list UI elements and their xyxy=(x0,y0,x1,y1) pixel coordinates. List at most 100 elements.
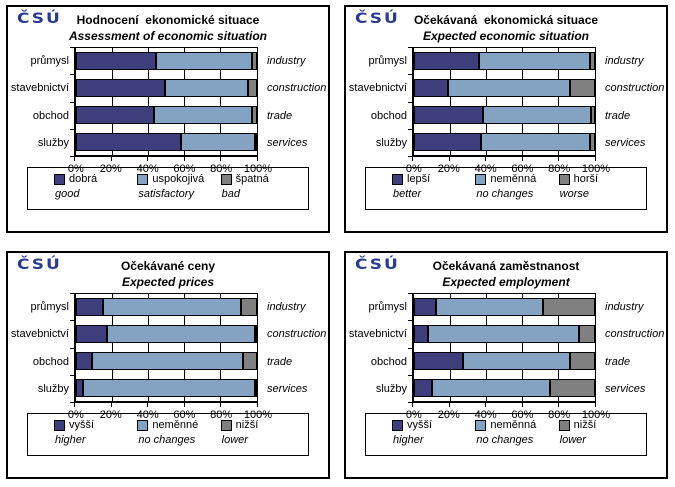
y-axis-ticks xyxy=(408,47,412,157)
bar-segment xyxy=(76,105,154,124)
category-label-english: construction xyxy=(267,328,327,341)
x-axis-label: 40% xyxy=(474,409,497,421)
x-axis-labels: 0% 20% 40% 60% 80% 100% xyxy=(406,409,610,423)
bar-segment xyxy=(414,325,429,344)
bar-segment xyxy=(569,351,595,370)
category-label: obchod xyxy=(32,355,69,368)
legend-label-english: satisfactory xyxy=(138,188,194,200)
legend-swatch xyxy=(392,419,403,431)
x-axis-label: 20% xyxy=(437,409,460,421)
bar-track xyxy=(414,351,595,370)
bar-segment xyxy=(153,105,252,124)
legend-swatch xyxy=(475,173,487,185)
chart-title-english: Expected prices xyxy=(121,275,215,289)
legend-item: horší worse xyxy=(558,173,642,209)
chart-panel-expected-situation: ČSÚ Očekávaná ekonomická situace Expecte… xyxy=(344,5,668,233)
bar-row xyxy=(76,294,257,321)
bar-segment xyxy=(589,132,595,151)
english-category-axis: industry construction trade services xyxy=(596,293,666,403)
category-axis: průmysl stavebnictví obchod služby xyxy=(8,47,74,157)
legend-label-czech: vyšší xyxy=(69,419,95,431)
chart-title-czech: Očekávaná zaměstnanost xyxy=(432,259,580,273)
x-axis-label: 20% xyxy=(99,163,122,175)
x-axis-label: 0% xyxy=(405,163,422,175)
bar-segment xyxy=(448,79,570,98)
legend-label-czech: uspokojivá xyxy=(152,173,205,185)
bar-segment xyxy=(428,325,579,344)
x-axis-label: 40% xyxy=(136,409,159,421)
bar-segment xyxy=(242,351,257,370)
legend-label-english: better xyxy=(393,188,422,200)
legend-swatch xyxy=(54,173,65,185)
legend-label-czech: nižší xyxy=(235,419,259,431)
bar-row xyxy=(414,48,595,75)
y-axis-ticks xyxy=(70,47,74,157)
legend: lepší better neměnná no changes horší wo… xyxy=(365,167,647,210)
bar-track xyxy=(414,52,595,71)
x-axis-label: 80% xyxy=(210,409,233,421)
legend: dobrá good uspokojivá satisfactory špatn… xyxy=(27,167,309,210)
bar-track xyxy=(414,378,595,397)
bar-track xyxy=(76,105,257,124)
panel-header: ČSÚ Očekávaná ekonomická situace Expecte… xyxy=(346,7,666,47)
english-category-axis: industry construction trade services xyxy=(258,293,328,403)
plot-wrap: 0% 20% 40% 60% 80% 100% xyxy=(68,293,272,421)
x-axis-label: 60% xyxy=(511,409,534,421)
x-axis-label: 80% xyxy=(548,409,571,421)
legend-label-english: no changes xyxy=(476,434,534,446)
category-label-english: services xyxy=(605,137,646,150)
bar-row xyxy=(414,348,595,375)
bar-track xyxy=(76,325,258,344)
category-label: obchod xyxy=(370,355,407,368)
bar-row xyxy=(414,321,595,348)
x-axis-label: 20% xyxy=(437,163,460,175)
bar-segment xyxy=(414,298,436,317)
english-category-axis: industry construction trade services xyxy=(596,47,666,157)
panel-header: ČSÚ Očekávané ceny Expected prices xyxy=(8,253,328,293)
legend-item: špatná bad xyxy=(220,173,304,209)
bar-track xyxy=(414,79,595,98)
y-axis-ticks xyxy=(408,293,412,403)
x-axis-label: 80% xyxy=(210,163,233,175)
bar-segment xyxy=(255,378,258,397)
legend-label-english: lower xyxy=(221,434,248,446)
bar-segment xyxy=(240,298,257,317)
category-label: služby xyxy=(37,137,69,150)
bar-segment xyxy=(482,105,592,124)
legend-swatch xyxy=(220,173,232,185)
bar-segment xyxy=(76,52,156,71)
plot-area xyxy=(412,293,596,403)
legend-label-english: bad xyxy=(221,188,241,200)
legend-label-czech: dobrá xyxy=(69,173,98,185)
legend-label-english: lower xyxy=(559,434,586,446)
chart-panel-expected-prices: ČSÚ Očekávané ceny Expected prices průmy… xyxy=(6,251,330,479)
bar-track xyxy=(76,298,257,317)
x-axis-label: 80% xyxy=(548,163,571,175)
bar-segment xyxy=(76,325,107,344)
legend-label-english: no changes xyxy=(476,188,534,200)
bar-segment xyxy=(414,105,483,124)
bar-row xyxy=(76,75,257,102)
chart-area: průmysl stavebnictví obchod služby 0% 20… xyxy=(346,293,666,421)
bar-track xyxy=(76,378,258,397)
chart-area: průmysl stavebnictví obchod služby 0% 20… xyxy=(346,47,666,175)
bar-segment xyxy=(76,132,181,151)
x-axis-ticks xyxy=(412,157,596,161)
bar-track xyxy=(414,105,595,124)
bar-track xyxy=(76,132,258,151)
legend-label-czech: lepší xyxy=(407,173,431,185)
bar-row xyxy=(414,374,595,401)
bar-segment xyxy=(155,52,252,71)
category-label: stavebnictví xyxy=(10,328,69,341)
category-label: průmysl xyxy=(368,300,407,313)
legend-swatch xyxy=(558,173,570,185)
plot-area xyxy=(74,47,258,157)
chart-panel-expected-employment: ČSÚ Očekávaná zaměstnanost Expected empl… xyxy=(344,251,668,479)
category-label-english: services xyxy=(267,137,308,150)
bar-segment xyxy=(76,298,104,317)
bar-segment xyxy=(180,132,256,151)
csu-logo: ČSÚ xyxy=(355,256,400,273)
bar-segment xyxy=(569,79,595,98)
legend-label-czech: nižší xyxy=(573,419,597,431)
x-axis-label: 0% xyxy=(67,163,84,175)
